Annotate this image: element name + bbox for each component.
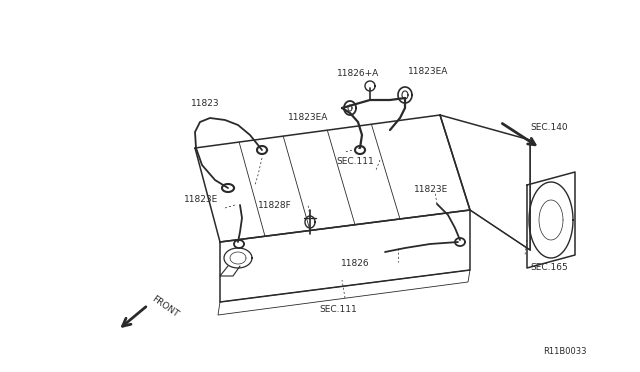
- Text: 11823E: 11823E: [414, 186, 448, 195]
- Text: 11826: 11826: [341, 260, 370, 269]
- Text: 11823E: 11823E: [184, 196, 218, 205]
- Text: 11826+A: 11826+A: [337, 70, 379, 78]
- Text: FRONT: FRONT: [150, 294, 180, 319]
- Text: 11823EA: 11823EA: [408, 67, 449, 77]
- Text: 11823EA: 11823EA: [287, 113, 328, 122]
- Text: SEC.165: SEC.165: [530, 263, 568, 273]
- Text: SEC.111: SEC.111: [319, 305, 357, 314]
- Text: SEC.140: SEC.140: [530, 124, 568, 132]
- Text: SEC.111: SEC.111: [336, 157, 374, 167]
- Text: 11828F: 11828F: [259, 201, 292, 209]
- Text: R11B0033: R11B0033: [543, 347, 587, 356]
- Text: 11823: 11823: [191, 99, 220, 108]
